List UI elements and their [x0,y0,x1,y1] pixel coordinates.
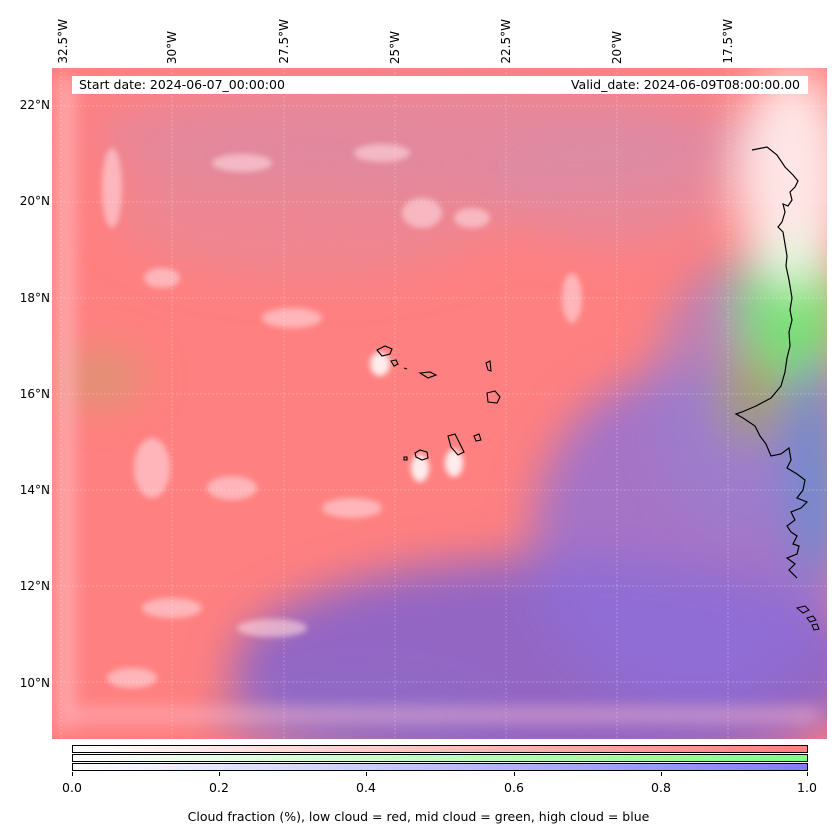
colorbar-tick-label: 0.0 [62,780,82,795]
colorbar-tick [514,772,515,776]
african-coastline [734,146,809,579]
bissagos-islands [795,605,820,631]
colorbar-high-cloud [72,763,808,771]
lon-label-25w: 25°W [388,30,402,64]
map-canvas [52,68,827,739]
map-header-bar: Start date: 2024-06-07_00:00:00 Valid_da… [72,76,808,94]
colorbar-title: Cloud fraction (%), low cloud = red, mid… [187,809,650,824]
lat-label-12n: 12°N [19,579,50,593]
colorbar-tick-label: 0.4 [356,780,376,795]
colorbar-tick [366,772,367,776]
colorbar-tick [807,772,808,776]
colorbar-tick-label: 0.2 [209,780,229,795]
high-cloud-coast [787,358,827,578]
lon-label-30w: 30°W [165,30,179,64]
mixed-cloud-northeast [492,128,732,248]
mid-cloud-west [62,353,142,403]
cloud-fraction-map [52,68,827,739]
colorbar-mid-cloud [72,754,808,762]
cape-verde-islands [376,345,501,461]
valid-date-label: Valid_date: 2024-06-09T08:00:00.00 [570,77,800,92]
colorbar-tick [219,772,220,776]
mixed-cloud-northwest [112,138,512,278]
lat-label-14n: 14°N [19,483,50,497]
edge-band-south [58,708,818,722]
start-date-label: Start date: 2024-06-07_00:00:00 [79,77,285,92]
lon-label-32-5w: 32.5°W [56,19,70,64]
lat-label-22n: 22°N [19,98,50,112]
lat-label-20n: 20°N [19,194,50,208]
gridlines [52,68,827,739]
lon-label-17-5w: 17.5°W [721,19,735,64]
edge-band-west [58,78,74,728]
lon-label-27-5w: 27.5°W [277,19,291,64]
colorbar-tick [661,772,662,776]
colorbar-low-cloud [72,745,808,753]
colorbar-tick-label: 1.0 [797,780,817,795]
lat-label-16n: 16°N [19,387,50,401]
lat-label-10n: 10°N [19,676,50,690]
clear-area-coast [737,68,827,288]
lon-label-22-5w: 22.5°W [499,19,513,64]
cloud-streaks [102,144,582,688]
island-wakes [370,352,463,482]
colorbar-tick-label: 0.8 [651,780,671,795]
lat-label-18n: 18°N [19,291,50,305]
lon-label-20w: 20°W [610,30,624,64]
colorbar-tick [72,772,73,776]
mid-cloud-coast-south [717,353,787,443]
colorbar-tick-label: 0.6 [504,780,524,795]
